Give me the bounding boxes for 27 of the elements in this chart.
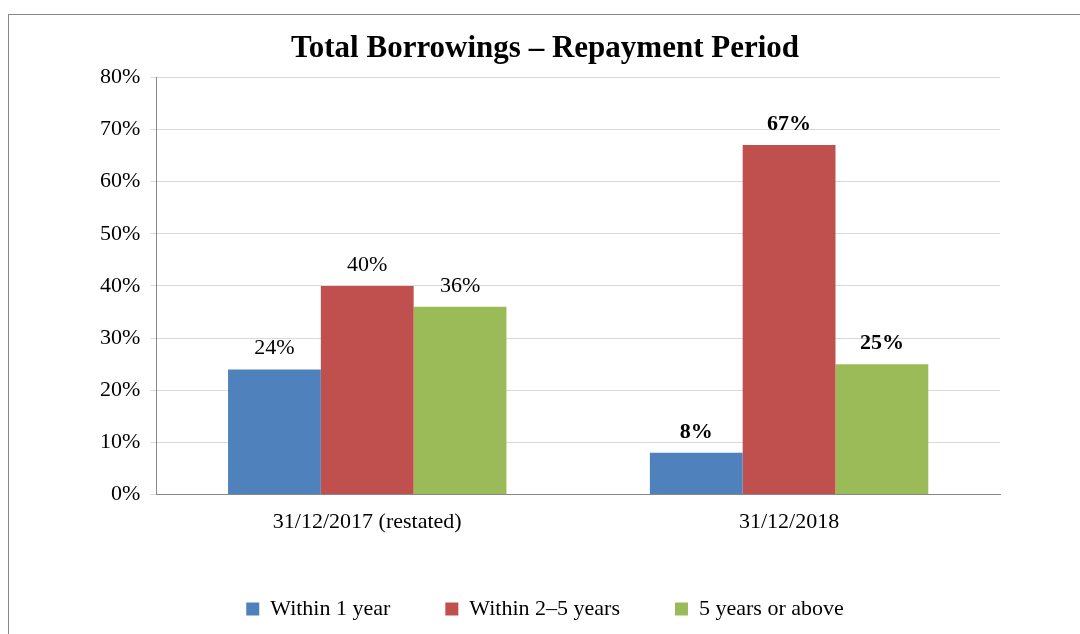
x-tick-label: 31/12/2017 (restated) <box>272 507 462 533</box>
legend-label: Within 1 year <box>270 594 392 620</box>
data-label: 67% <box>767 109 812 135</box>
bar <box>320 285 414 495</box>
legend-label: Within 2–5 years <box>469 594 620 620</box>
y-tick-label: 40% <box>100 271 141 297</box>
bar <box>835 364 929 495</box>
y-tick-label: 0% <box>111 480 141 506</box>
y-tick-label: 60% <box>100 167 141 193</box>
bar <box>228 369 321 495</box>
legend-label: 5 years or above <box>698 594 844 620</box>
bar <box>413 306 507 495</box>
y-tick-label: 10% <box>100 428 141 454</box>
chart-title: Total Borrowings – Repayment Period <box>290 28 800 64</box>
y-tick-label: 30% <box>100 323 141 349</box>
y-tick-label: 20% <box>100 376 141 402</box>
data-label: 40% <box>347 250 388 276</box>
data-label: 8% <box>679 417 713 443</box>
y-tick-label: 70% <box>100 115 141 141</box>
bar <box>649 452 743 495</box>
y-tick-label: 80% <box>100 62 141 88</box>
y-tick-label: 50% <box>100 219 141 245</box>
data-label: 36% <box>439 271 481 297</box>
bar <box>742 145 836 495</box>
x-tick-label: 31/12/2018 <box>738 507 840 533</box>
data-label: 25% <box>859 328 904 354</box>
data-label: 24% <box>254 334 295 360</box>
